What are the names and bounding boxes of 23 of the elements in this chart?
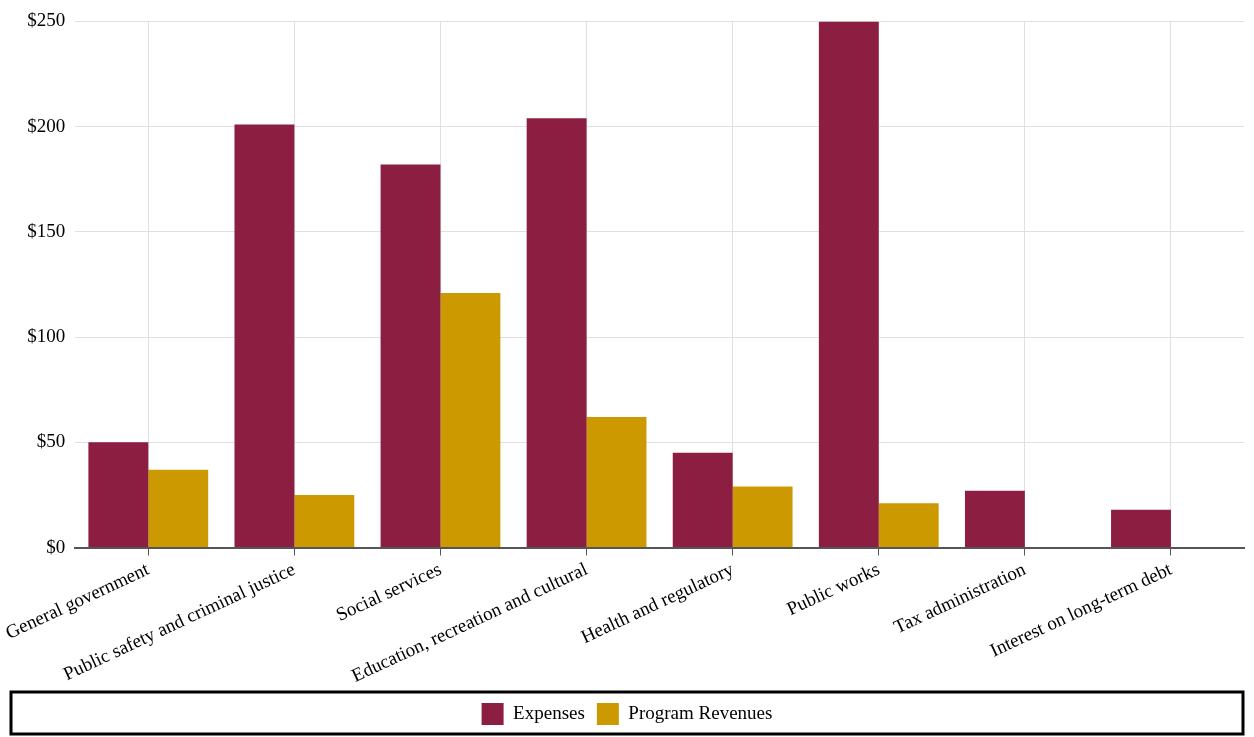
y-tick-label: $250 (27, 9, 66, 31)
bar (964, 490, 1025, 548)
bar (526, 118, 587, 548)
bar (440, 292, 501, 548)
bar (88, 442, 149, 548)
bar (818, 21, 879, 548)
bar (878, 503, 939, 548)
bar (380, 164, 441, 548)
legend-label: Expenses (513, 701, 585, 723)
bar (234, 124, 295, 548)
bar (732, 486, 793, 548)
bar (1111, 509, 1171, 548)
y-tick-label: $50 (36, 430, 66, 452)
bar (148, 469, 209, 548)
y-tick-label: $200 (27, 114, 66, 136)
y-tick-label: $100 (27, 325, 66, 347)
x-tick-label: Public works (783, 557, 883, 620)
bar (294, 494, 355, 548)
bar (586, 417, 647, 548)
y-tick-label: $150 (27, 219, 66, 241)
y-tick-label: $0 (46, 535, 66, 557)
bar (672, 452, 733, 548)
legend-label: Program Revenues (628, 701, 773, 723)
